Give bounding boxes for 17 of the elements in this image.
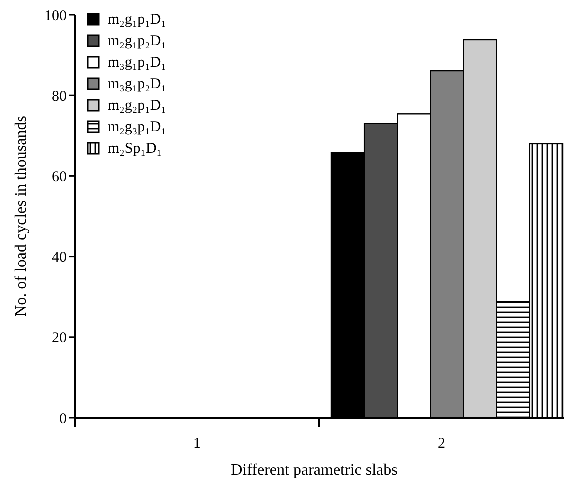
x-axis-title: Different parametric slabs: [231, 462, 398, 479]
legend-label: m₃g₁p₂D₁: [108, 76, 166, 92]
y-tick-label: 20: [52, 330, 67, 347]
y-tick-label: 40: [52, 250, 67, 266]
legend-label: m₂g₂p₁D₁: [108, 98, 166, 114]
legend-label: m₃g₁p₁D₁: [108, 55, 166, 71]
legend-label: m₂Sp₁D₁: [108, 141, 162, 157]
legend-label: m₂g₁p₂D₁: [108, 34, 166, 50]
legend-label: m₂g₁p₁D₁: [108, 12, 166, 28]
x-tick-label: 2: [438, 436, 446, 452]
legend-label: m₂g₃p₁D₁: [108, 120, 166, 136]
y-tick-label: 0: [60, 411, 67, 428]
y-tick-label: 100: [44, 8, 67, 24]
y-tick-label: 80: [52, 88, 67, 105]
y-tick-label: 60: [52, 169, 67, 186]
y-axis-title: No. of load cycles in thousands: [13, 116, 30, 317]
x-tick-label: 1: [194, 436, 201, 452]
